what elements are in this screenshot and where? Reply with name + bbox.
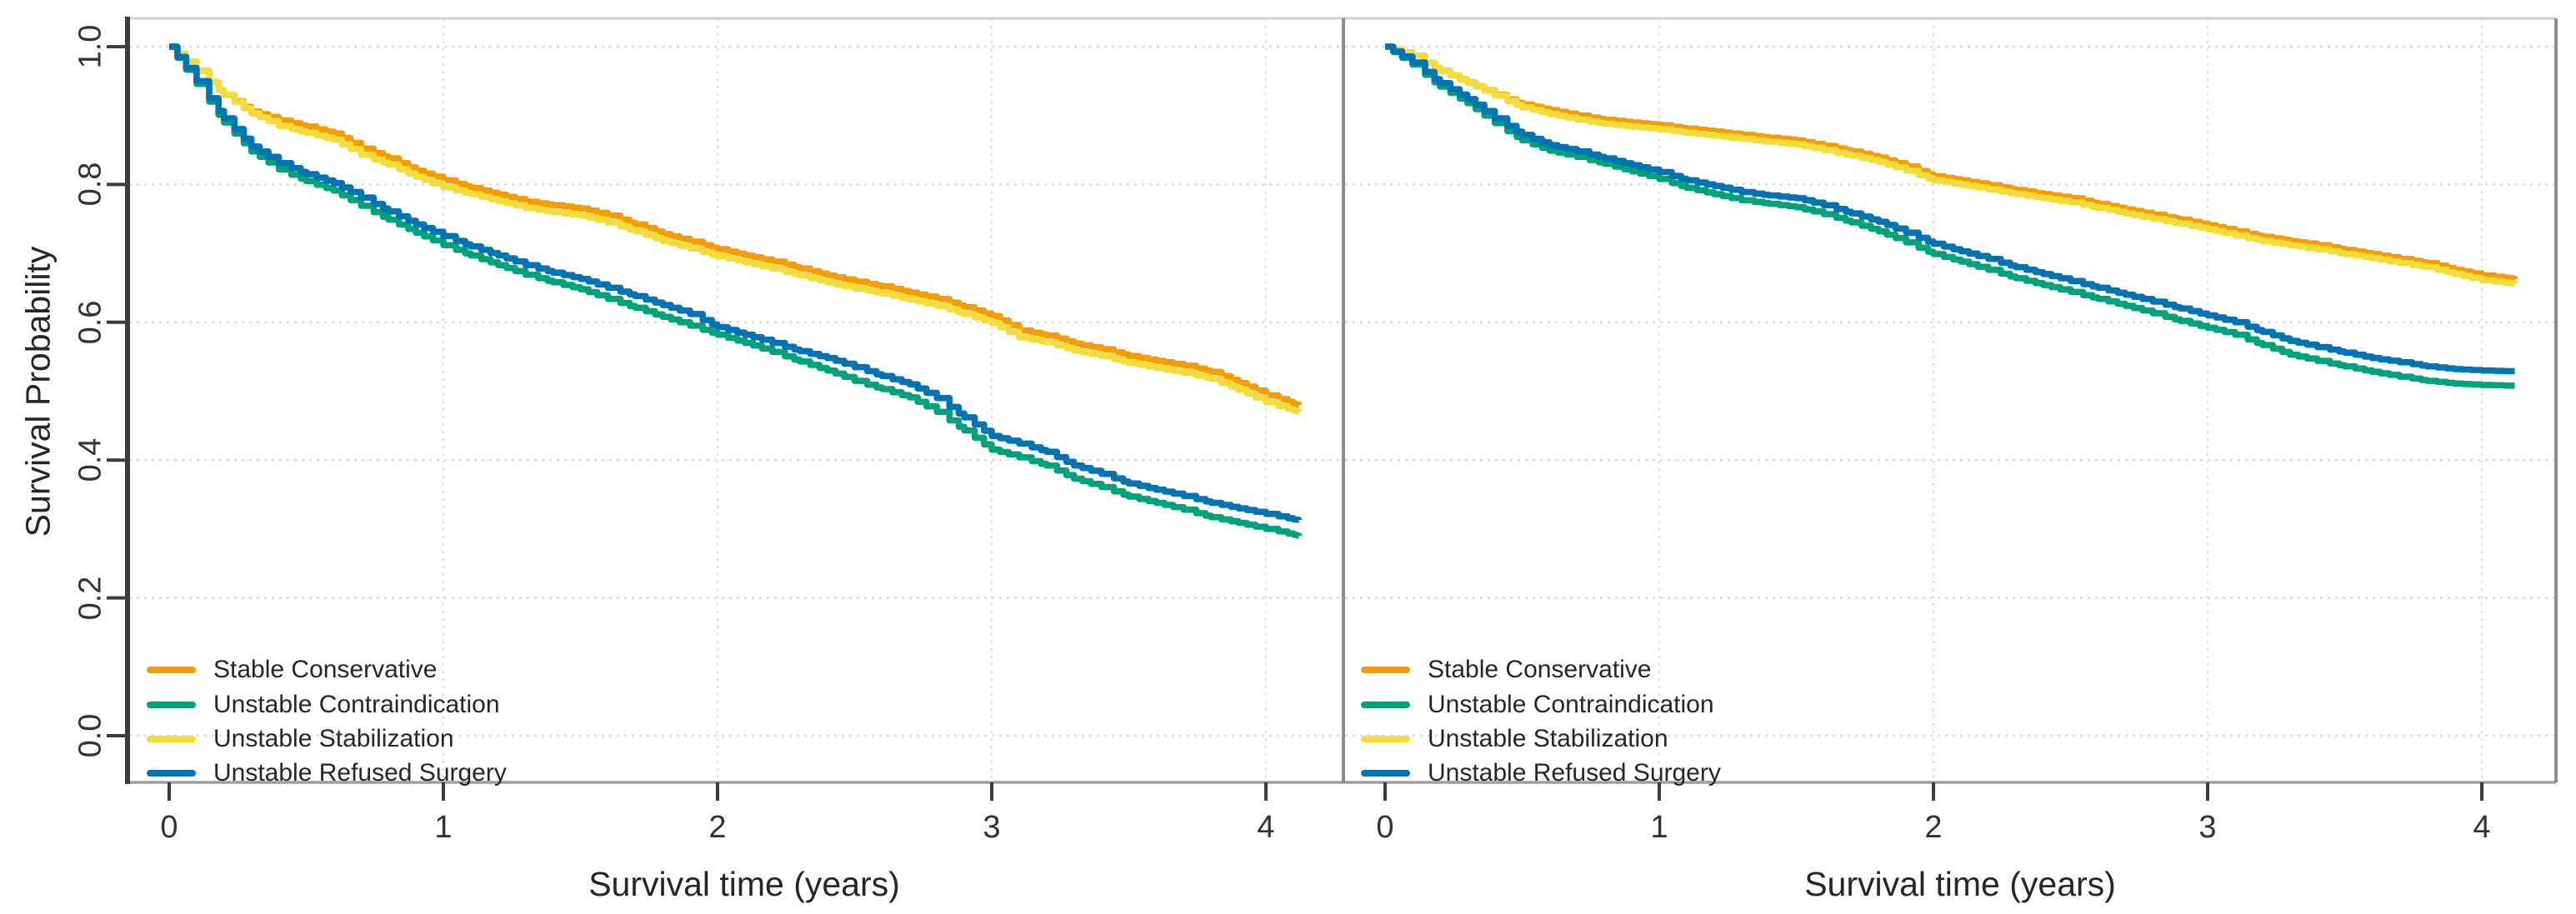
x-tick-label-left: 0 [160, 810, 178, 845]
panel-left-curves [169, 43, 1303, 539]
survival-curve-unstable-contraindication-left [169, 43, 1303, 539]
legend-label: Unstable Stabilization [1428, 725, 1668, 752]
x-tick-label-right: 2 [1924, 810, 1943, 845]
y-axis-title: Survival Probability [18, 246, 58, 537]
legend-line-swatch [1361, 736, 1410, 742]
legend-line-swatch [1361, 667, 1410, 673]
legend-line-swatch [147, 667, 196, 673]
legend-label: Unstable Contraindication [213, 691, 500, 718]
survival-curve-unstable-refused-surgery-left [169, 43, 1303, 523]
legend-line-swatch [1361, 702, 1410, 708]
legend-item-unstable-refused-surgery: Unstable Refused Surgery [1361, 759, 1721, 787]
legend-item-stable-conservative: Stable Conservative [147, 656, 437, 684]
x-tick-label-right: 3 [2198, 810, 2217, 845]
legend-item-stable-conservative: Stable Conservative [1361, 656, 1651, 684]
legend-line-swatch [147, 736, 196, 742]
legend-line-swatch [1361, 770, 1410, 777]
legend-label: Unstable Refused Surgery [1428, 759, 1721, 787]
y-tick-label: 0.8 [73, 162, 108, 207]
x-tick-label-left: 1 [434, 810, 453, 845]
x-tick-label-right: 1 [1650, 810, 1668, 845]
x-axis-title-right: Survival time (years) [1804, 865, 2116, 903]
survival-curve-unstable-refused-surgery-right [1385, 43, 2517, 375]
survival-curve-unstable-contraindication-right [1385, 43, 2517, 389]
x-tick-label-left: 4 [1257, 810, 1275, 845]
y-tick-label: 1.0 [73, 24, 108, 69]
legend-label: Unstable Refused Surgery [213, 759, 507, 787]
legend-line-swatch [147, 770, 196, 777]
legend-label: Stable Conservative [1428, 656, 1652, 683]
legend-item-unstable-stabilization: Unstable Stabilization [1361, 725, 1668, 753]
legend-item-unstable-refused-surgery: Unstable Refused Surgery [147, 759, 507, 787]
x-tick-label-left: 2 [708, 810, 727, 845]
survival-curve-unstable-stabilization-left [169, 43, 1303, 415]
survival-curve-unstable-stabilization-right [1385, 43, 2518, 287]
legend-line-swatch [147, 702, 196, 708]
legend-item-unstable-stabilization: Unstable Stabilization [147, 725, 454, 753]
y-tick-label: 0.6 [73, 300, 108, 345]
y-tick-label: 0.4 [73, 437, 108, 482]
y-tick-label: 0.2 [73, 576, 108, 621]
x-tick-label-left: 3 [983, 810, 1001, 845]
x-axis-title-left: Survival time (years) [588, 865, 900, 903]
x-tick-label-right: 0 [1376, 810, 1394, 845]
legend-item-unstable-contraindication: Unstable Contraindication [147, 691, 500, 719]
legend-label: Unstable Stabilization [213, 725, 454, 752]
panel-right-curves [1385, 43, 2518, 389]
legend-label: Stable Conservative [213, 656, 438, 683]
survival-curve-stable-conservative-left [169, 43, 1303, 408]
y-tick-label: 0.0 [73, 713, 108, 758]
legend-item-unstable-contraindication: Unstable Contraindication [1361, 691, 1714, 719]
x-tick-label-right: 4 [2473, 810, 2491, 845]
legend-label: Unstable Contraindication [1428, 691, 1714, 718]
